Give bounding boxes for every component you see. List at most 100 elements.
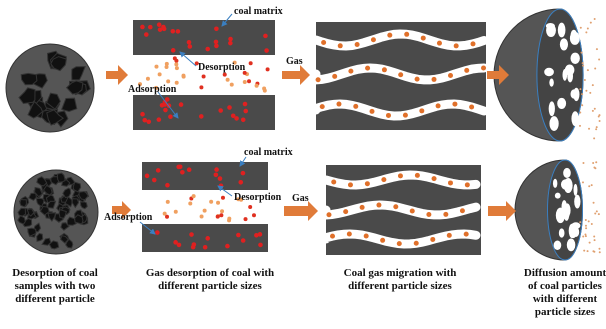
pore [571, 111, 579, 126]
caption-line: with different [533, 293, 598, 305]
free-gas [243, 80, 247, 84]
pore [549, 116, 558, 131]
adsorbed-gas [179, 102, 184, 107]
free-gas [226, 78, 230, 82]
free-gas [182, 75, 186, 79]
gas-molecule [471, 41, 476, 46]
adsorbed-gas [225, 244, 230, 249]
diffused-gas [587, 27, 589, 29]
pore [567, 239, 576, 252]
caption-line: different particle [15, 293, 95, 305]
adsorbed-gas [214, 40, 219, 45]
adsorbed-gas [145, 174, 150, 179]
diffused-gas [596, 48, 598, 50]
adsorbed-gas [241, 171, 246, 176]
diffused-gas [579, 125, 581, 127]
free-gas [200, 214, 204, 218]
diffused-gas [598, 116, 600, 118]
adsorbed-gas [160, 103, 165, 108]
adsorbed-gas [168, 114, 173, 119]
gas-molecule [414, 241, 419, 246]
caption-line: samples with two [15, 280, 96, 292]
pore [544, 68, 554, 76]
gas-molecule [403, 113, 408, 118]
diffused-gas [599, 120, 601, 122]
diffused-gas [581, 104, 583, 106]
diffused-gas [582, 236, 584, 238]
gas-molecule [332, 74, 337, 79]
gas-molecule [387, 33, 392, 38]
gas-molecule [386, 113, 391, 118]
free-gas [209, 200, 213, 204]
gas-molecule [404, 32, 409, 37]
coal-matrix-label: coal matrix [234, 6, 283, 17]
diagram: coal matrix Desorption Adsorption Gas co… [0, 0, 606, 329]
gas-molecule [443, 212, 448, 217]
gas-molecule [326, 212, 331, 217]
free-gas [192, 194, 196, 198]
free-gas [174, 210, 178, 214]
gas-label: Gas [292, 193, 309, 204]
adsorbed-gas [228, 37, 233, 42]
gas-molecule [481, 66, 486, 71]
adsorbed-gas [180, 170, 185, 175]
gas-molecule [360, 205, 365, 210]
gas-molecule [421, 36, 426, 41]
free-gas [248, 205, 252, 209]
pore [559, 228, 565, 237]
diffused-gas [579, 112, 581, 114]
adsorbed-gas [187, 167, 192, 172]
free-gas [244, 217, 248, 221]
gas-molecule [464, 232, 469, 237]
gas-molecule [330, 234, 335, 239]
diffused-gas [588, 185, 590, 187]
free-gas [174, 62, 178, 66]
gas-molecule [426, 212, 431, 217]
diffused-gas [592, 250, 594, 252]
caption-line: Gas desorption of coal with [146, 267, 274, 279]
pore [555, 193, 561, 199]
diffused-gas [582, 181, 584, 183]
gas-molecule [415, 173, 420, 178]
adsorbed-gas [152, 178, 157, 183]
pore [573, 88, 579, 101]
free-gas [230, 83, 234, 87]
pore [570, 32, 580, 45]
pore [558, 23, 566, 38]
gas-molecule [398, 173, 403, 178]
gas-molecule [338, 43, 343, 48]
free-gas [199, 85, 203, 89]
gas-molecule [469, 105, 474, 110]
gas-molecule [370, 109, 375, 114]
caption-line: of coal particles [528, 280, 603, 292]
gas-molecule [316, 77, 321, 82]
adsorbed-gas [236, 233, 241, 238]
diffused-gas [580, 27, 582, 29]
pore [564, 178, 573, 193]
diffused-gas [596, 126, 598, 128]
diffused-gas [589, 242, 591, 244]
gas-molecule [415, 77, 420, 82]
diffused-gas [585, 219, 587, 221]
adsorbed-gas [140, 25, 145, 30]
diffused-gas [584, 79, 586, 81]
diffused-gas [594, 239, 596, 241]
free-gas [255, 84, 259, 88]
free-gas [165, 215, 169, 219]
diffused-gas [579, 88, 581, 90]
pore [554, 241, 562, 250]
adsorbed-gas [157, 22, 162, 27]
adsorbed-gas [234, 116, 239, 121]
diffused-gas [595, 161, 597, 163]
adsorbed-gas [228, 41, 233, 46]
pore [563, 168, 571, 178]
free-gas [220, 209, 224, 213]
diffused-gas [585, 90, 587, 92]
gas-molecule [382, 67, 387, 72]
gas-molecule [397, 241, 402, 246]
adsorbed-gas [243, 109, 248, 114]
free-gas [219, 213, 223, 217]
adsorbed-gas [199, 114, 204, 119]
gas-molecule [454, 43, 459, 48]
